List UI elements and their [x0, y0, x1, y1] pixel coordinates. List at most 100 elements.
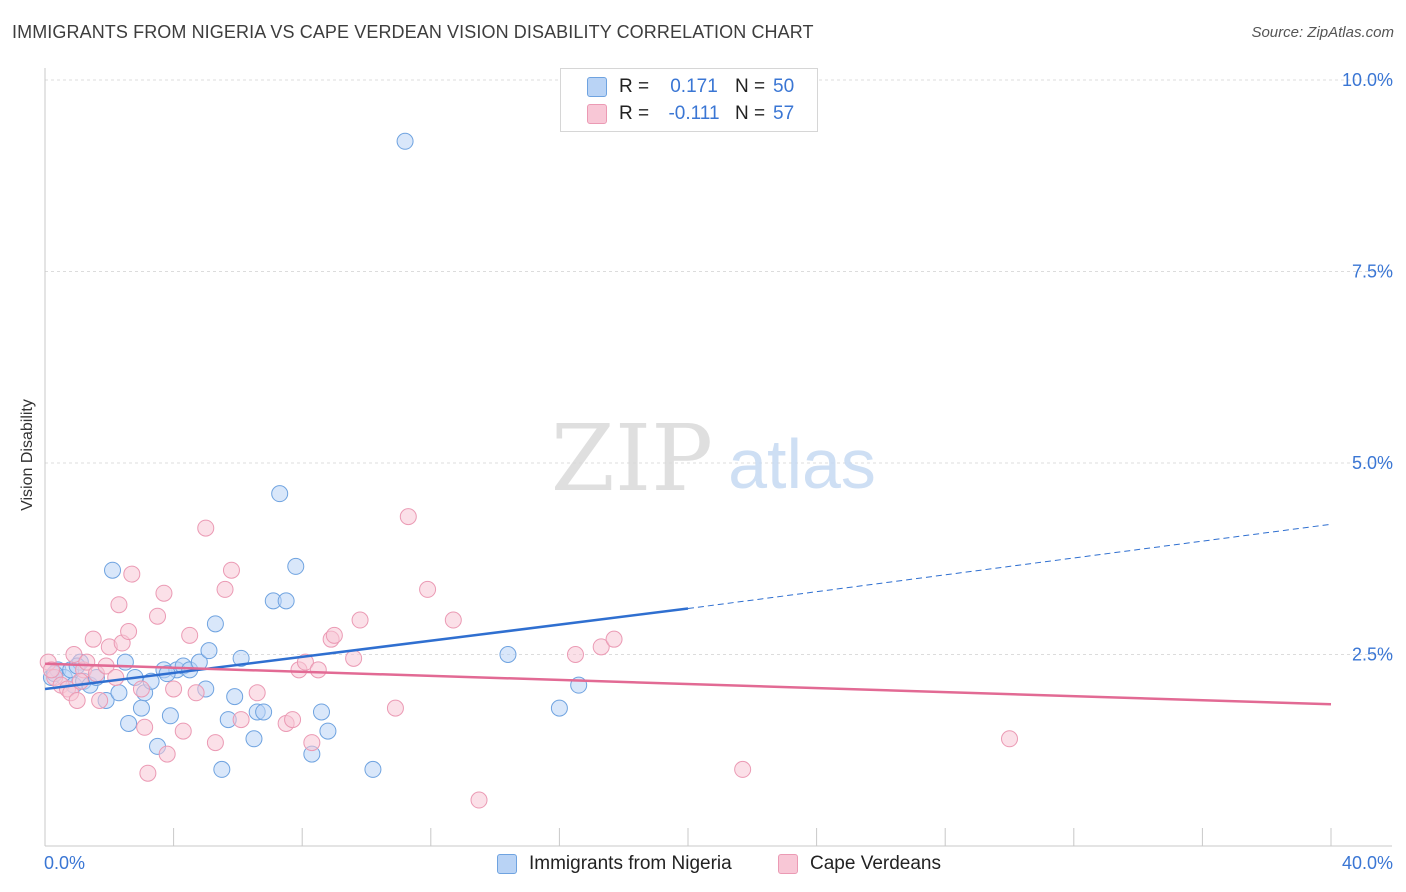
cape-verdean-point [84, 630, 102, 648]
nigeria-point [132, 699, 150, 717]
legend-row-nigeria: R = 0.171 N = 50 [587, 75, 794, 99]
nigeria-trend-extension [687, 523, 1332, 610]
watermark-atlas: atlas [728, 425, 876, 503]
legend-n-value-cape-verdean: 57 [773, 103, 795, 124]
bottom-legend-swatch-nigeria [497, 854, 517, 874]
legend-r-value-nigeria: 0.171 [670, 76, 718, 97]
nigeria-point [255, 703, 273, 721]
bottom-legend-label-nigeria: Immigrants from Nigeria [529, 853, 732, 874]
cape-verdean-point [248, 684, 266, 702]
cape-verdean-point [222, 561, 240, 579]
legend-n-label: N = [735, 76, 766, 97]
legend-row-cape-verdean: R = -0.111 N = 57 [587, 102, 794, 126]
legend-swatch-nigeria [587, 77, 607, 97]
cape-verdean-point [110, 596, 128, 614]
y-tick-label: 10.0% [1342, 70, 1393, 90]
cape-verdean-point [158, 745, 176, 763]
cape-verdean-point [399, 508, 417, 526]
cape-verdean-point [181, 626, 199, 644]
nigeria-point [396, 132, 414, 150]
nigeria-point [206, 615, 224, 633]
cape-verdean-point [107, 668, 125, 686]
y-tick-label: 2.5% [1352, 645, 1393, 665]
cape-verdean-point [165, 680, 183, 698]
cape-verdean-point [325, 626, 343, 644]
cape-verdean-point [1001, 730, 1018, 748]
cape-verdean-point [351, 611, 369, 629]
bottom-legend-swatch-cape-verdean [778, 854, 798, 874]
grid [45, 79, 1392, 655]
cape-verdean-point [65, 646, 83, 663]
y-tick-label: 7.5% [1352, 262, 1393, 282]
cape-verdean-point [197, 519, 215, 537]
legend-swatch-cape-verdean [587, 104, 607, 124]
cape-verdean-point [303, 734, 321, 752]
cape-verdean-point [734, 760, 752, 778]
nigeria-point [226, 688, 244, 706]
cape-verdean-point [566, 646, 584, 663]
legend-r-value-cape-verdean: -0.111 [668, 103, 720, 124]
source-label: Source: ZipAtlas.com [1251, 24, 1394, 41]
nigeria-point [312, 703, 330, 721]
cape-verdean-point [284, 711, 302, 729]
cape-verdean-point [42, 661, 60, 679]
cape-verdean-point [419, 580, 437, 598]
legend-n-value-nigeria: 50 [773, 76, 795, 97]
nigeria-point [200, 642, 218, 660]
nigeria-point [245, 730, 263, 748]
nigeria-point [277, 592, 295, 610]
cape-verdean-point [120, 623, 138, 641]
nigeria-point [550, 699, 568, 717]
nigeria-point [364, 760, 382, 778]
watermark-zip: ZIP [551, 405, 713, 512]
legend-r-label: R = [619, 103, 650, 124]
cape-verdean-point [139, 764, 157, 782]
nigeria-point [110, 684, 128, 702]
cape-verdean-point [155, 584, 173, 602]
legend-n-label: N = [735, 103, 766, 124]
cape-verdean-point [592, 638, 610, 656]
nigeria-point [120, 714, 138, 732]
cape-verdean-trend-line [44, 662, 1332, 706]
x-tick-label: 0.0% [44, 853, 85, 873]
cape-verdean-point [216, 580, 234, 598]
nigeria-point [319, 722, 337, 740]
cape-verdean-point [444, 611, 462, 629]
nigeria-point [499, 646, 517, 663]
cape-verdean-point [386, 699, 404, 717]
bottom-legend-nigeria: Immigrants from Nigeria [497, 852, 732, 876]
y-tick-label: 5.0% [1352, 453, 1393, 473]
nigeria-point [287, 557, 305, 575]
cape-verdean-point [174, 722, 192, 740]
cape-verdean-point [149, 607, 167, 625]
cape-verdean-point [123, 565, 141, 583]
data-points [39, 132, 1018, 809]
nigeria-point [104, 561, 122, 579]
cape-verdean-point [605, 630, 623, 648]
cape-verdean-point [232, 711, 250, 729]
bottom-legend-cape-verdean: Cape Verdeans [778, 852, 941, 876]
nigeria-point [271, 485, 289, 503]
watermark: ZIP atlas [551, 405, 876, 512]
bottom-legend-label-cape-verdean: Cape Verdeans [810, 853, 941, 874]
nigeria-trend-line [44, 607, 689, 691]
tick-labels: 2.5% 5.0% 7.5% 10.0% 0.0% 40.0% [44, 70, 1393, 873]
cape-verdean-point [71, 672, 89, 690]
chart-title: IMMIGRANTS FROM NIGERIA VS CAPE VERDEAN … [12, 22, 814, 42]
cape-verdean-point [187, 684, 205, 702]
axes [44, 68, 1392, 847]
cape-verdean-point [345, 649, 363, 667]
cape-verdean-point [309, 661, 327, 679]
cape-verdean-point [136, 718, 154, 736]
legend-r-label: R = [619, 76, 650, 97]
cape-verdean-point [470, 791, 488, 809]
x-tick-label: 40.0% [1342, 853, 1393, 873]
nigeria-point [116, 653, 134, 671]
cape-verdean-point [206, 734, 224, 752]
cape-verdean-point [296, 653, 314, 671]
nigeria-point [161, 707, 179, 725]
cape-verdean-point [132, 680, 150, 698]
nigeria-point [232, 649, 250, 667]
cape-verdean-point [68, 691, 86, 709]
